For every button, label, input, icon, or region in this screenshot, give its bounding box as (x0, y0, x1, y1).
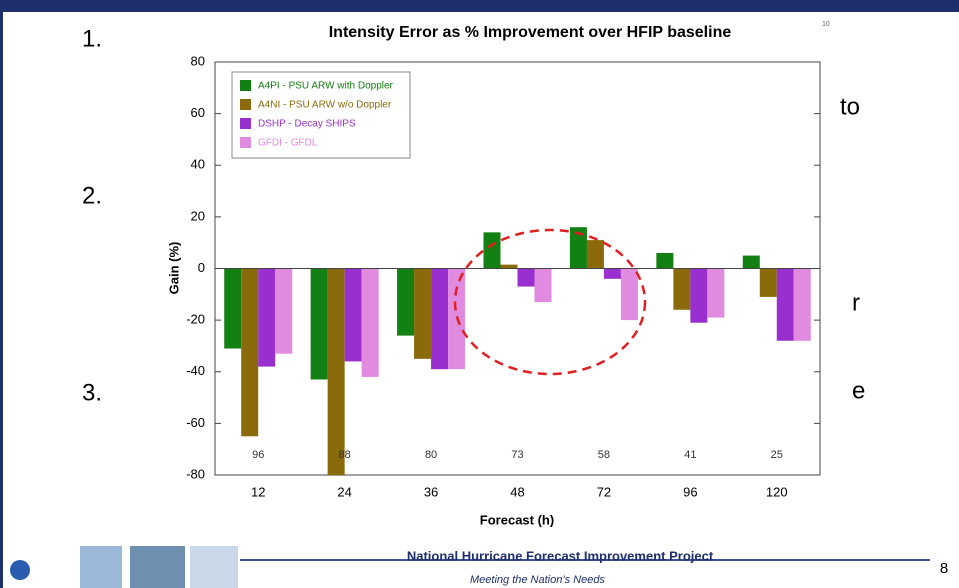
bar (344, 268, 362, 362)
bar (327, 268, 345, 475)
bar (793, 268, 811, 341)
thumb-image (130, 546, 185, 588)
legend-swatch (240, 80, 251, 91)
sample-count: 25 (771, 449, 783, 461)
thumb-image (190, 546, 238, 588)
chart-title: Intensity Error as % Improvement over HF… (329, 24, 732, 41)
bar (414, 268, 432, 359)
sample-count: 80 (425, 449, 437, 461)
y-tick-label: 60 (191, 105, 205, 120)
y-tick-label: 20 (191, 208, 205, 223)
x-tick-label: 72 (597, 484, 611, 499)
y-axis-label: Gain (%) (166, 242, 181, 295)
bar (275, 268, 293, 354)
plot: -80 -60 -40 -20 0 20 40 60 80 12 96 24 88 36 80 48 73 72 5… (186, 53, 821, 499)
x-tick-label: 96 (683, 484, 697, 499)
bar (776, 268, 794, 341)
bar (310, 268, 328, 380)
x-tick-label: 48 (510, 484, 524, 499)
corner-note: 10 (822, 21, 830, 28)
legend-swatch (240, 118, 251, 129)
sample-count: 88 (339, 449, 351, 461)
thumb-image (80, 546, 122, 588)
list-number: 2. (82, 182, 102, 209)
legend-box (231, 71, 411, 159)
footer-title: National Hurricane Forecast Improvement … (407, 548, 714, 563)
bar (707, 268, 725, 318)
bar (586, 240, 604, 269)
x-tick-label: 12 (251, 484, 265, 499)
left-border (0, 0, 3, 588)
bar (759, 268, 777, 297)
x-axis-label: Forecast (h) (480, 512, 554, 527)
bar (258, 268, 276, 367)
list-number: 3. (82, 379, 102, 406)
y-tick-label: 40 (191, 157, 205, 172)
logo (10, 560, 30, 580)
legend-label: DSHP - Decay SHIPS (258, 119, 356, 130)
legend-swatch (240, 137, 251, 148)
bar (742, 255, 760, 269)
legend-swatch (240, 99, 251, 110)
sample-count: 41 (684, 449, 696, 461)
legend-label: A4PI - PSU ARW with Doppler (258, 81, 394, 92)
sample-count: 73 (511, 449, 523, 461)
legend-label: GFDI - GFDL (258, 138, 318, 149)
page-number: 8 (940, 560, 948, 577)
y-tick-label: -40 (186, 363, 205, 378)
bar (690, 268, 708, 323)
bar (483, 232, 501, 269)
bar (673, 268, 691, 310)
sample-count: 58 (598, 449, 610, 461)
bar (361, 268, 379, 377)
sample-count: 96 (252, 449, 264, 461)
bar (656, 253, 674, 269)
list-number: 1. (82, 25, 102, 52)
text-fragment: r (852, 289, 860, 316)
bar (534, 268, 552, 303)
bar (500, 264, 518, 269)
bar (224, 268, 242, 349)
legend-label: A4NI - PSU ARW w/o Doppler (258, 100, 392, 111)
y-tick-label: 0 (198, 260, 205, 275)
bar (569, 227, 587, 269)
y-tick-label: -20 (186, 312, 205, 327)
y-tick-label: -60 (186, 415, 205, 430)
x-tick-label: 24 (337, 484, 351, 499)
bar (397, 268, 415, 336)
y-tick-label: -80 (186, 466, 205, 481)
bar (241, 268, 259, 437)
bar (431, 268, 449, 370)
top-bar (0, 0, 959, 12)
footer-subtitle: Meeting the Nation’s Needs (470, 574, 605, 586)
bar (620, 268, 638, 321)
bar (603, 268, 621, 279)
text-fragment: e (852, 377, 865, 404)
highlight-ellipse (453, 228, 647, 376)
y-tick-label: 80 (191, 53, 205, 68)
text-fragment: to (840, 93, 860, 120)
x-tick-label: 36 (424, 484, 438, 499)
bar (517, 268, 535, 287)
x-tick-label: 120 (766, 484, 788, 499)
